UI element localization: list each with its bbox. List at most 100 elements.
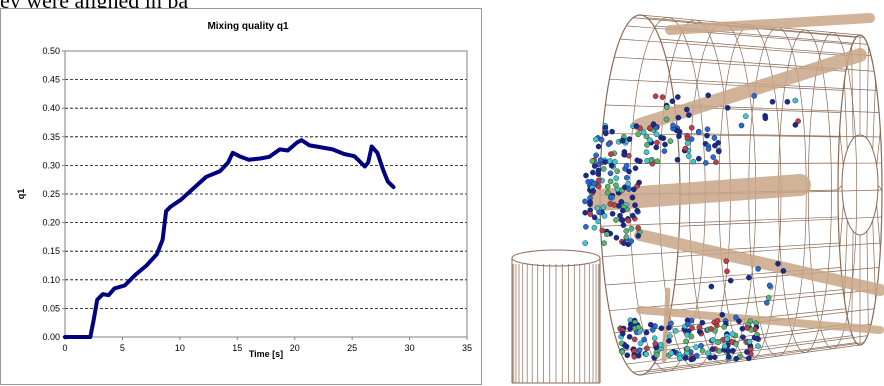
mixer-blade bbox=[634, 229, 884, 296]
mixer-blade bbox=[633, 48, 867, 132]
particle bbox=[608, 194, 614, 201]
particle bbox=[736, 318, 742, 325]
y-tick-label: 0.10 bbox=[42, 275, 60, 285]
particle bbox=[608, 151, 614, 157]
particle bbox=[653, 131, 660, 137]
particle bbox=[733, 314, 739, 321]
y-axis-title: q1 bbox=[16, 189, 26, 200]
particle bbox=[633, 123, 640, 129]
particle bbox=[591, 163, 598, 169]
particle bbox=[595, 171, 602, 177]
particle bbox=[595, 143, 602, 150]
x-tick-label: 20 bbox=[290, 343, 300, 353]
particle bbox=[631, 336, 638, 343]
particle bbox=[682, 145, 689, 152]
particle bbox=[590, 187, 596, 194]
particle bbox=[725, 353, 732, 360]
drum-spoke bbox=[866, 46, 869, 139]
particle bbox=[601, 213, 608, 219]
mixer-blade bbox=[665, 13, 875, 35]
particle bbox=[623, 162, 630, 169]
particle bbox=[684, 106, 690, 113]
particle bbox=[623, 234, 630, 240]
particle bbox=[663, 104, 670, 110]
chart-title: Mixing quality q1 bbox=[207, 21, 289, 32]
x-tick-label: 10 bbox=[175, 343, 185, 353]
particle bbox=[582, 240, 588, 246]
particle bbox=[740, 334, 746, 341]
particle bbox=[724, 336, 730, 342]
particle bbox=[653, 144, 660, 151]
particle bbox=[667, 333, 673, 340]
particle bbox=[672, 327, 679, 334]
particle bbox=[742, 113, 749, 119]
particle bbox=[775, 260, 781, 267]
particle bbox=[623, 228, 630, 234]
particle bbox=[619, 330, 626, 337]
particle bbox=[641, 336, 647, 343]
particle bbox=[674, 156, 681, 163]
particle bbox=[727, 277, 734, 284]
particle bbox=[698, 342, 704, 349]
particle bbox=[762, 115, 769, 122]
particle bbox=[613, 234, 620, 241]
particle bbox=[676, 355, 683, 361]
particle bbox=[591, 224, 598, 231]
particle bbox=[599, 227, 606, 234]
particle bbox=[595, 218, 601, 225]
particle bbox=[769, 99, 776, 105]
particle bbox=[721, 343, 728, 350]
particle bbox=[710, 337, 716, 343]
particle bbox=[663, 116, 670, 123]
particle bbox=[622, 342, 628, 349]
particle bbox=[699, 347, 706, 354]
particle bbox=[625, 217, 632, 224]
particle bbox=[626, 333, 633, 340]
particle bbox=[705, 350, 711, 357]
y-tick-label: 0.45 bbox=[42, 75, 60, 85]
particle bbox=[711, 135, 718, 141]
drum-spoke bbox=[876, 204, 881, 250]
particle bbox=[620, 222, 627, 228]
particle bbox=[608, 162, 615, 169]
drum-spoke bbox=[837, 184, 843, 191]
particle bbox=[607, 201, 614, 207]
particle bbox=[652, 340, 659, 347]
particle bbox=[587, 211, 594, 217]
drum-spoke bbox=[844, 80, 848, 150]
particle bbox=[684, 345, 690, 352]
particle bbox=[626, 186, 632, 192]
particle bbox=[643, 133, 650, 140]
particle bbox=[689, 325, 695, 331]
particle bbox=[686, 112, 692, 118]
particle bbox=[792, 97, 799, 104]
particle bbox=[684, 140, 691, 146]
particle bbox=[628, 238, 634, 244]
particle bbox=[729, 331, 736, 337]
particle bbox=[682, 355, 689, 361]
y-tick-label: 0.25 bbox=[42, 189, 60, 199]
particle bbox=[583, 172, 589, 179]
particle bbox=[582, 209, 588, 216]
particle bbox=[696, 324, 703, 331]
x-tick-label: 25 bbox=[347, 343, 357, 353]
particle bbox=[625, 180, 631, 187]
particle bbox=[729, 338, 735, 345]
particle bbox=[708, 283, 715, 290]
particle bbox=[658, 134, 664, 141]
drum-hub bbox=[841, 134, 879, 236]
particle bbox=[583, 223, 589, 230]
particle bbox=[629, 194, 636, 201]
y-tick-label: 0.05 bbox=[42, 303, 60, 313]
particle bbox=[721, 324, 727, 330]
particle bbox=[594, 205, 601, 211]
series-layer bbox=[63, 138, 396, 339]
particle bbox=[620, 137, 626, 144]
particle bbox=[636, 347, 643, 353]
particle bbox=[591, 214, 598, 221]
plot-area-border bbox=[64, 50, 468, 338]
particle bbox=[630, 212, 636, 219]
particle bbox=[600, 166, 607, 172]
y-tick-labels: 0.00 0.05 0.10 0.15 0.20 0.25 0.30 0.35 0.40 0.45… bbox=[42, 46, 60, 342]
particle bbox=[595, 183, 602, 190]
